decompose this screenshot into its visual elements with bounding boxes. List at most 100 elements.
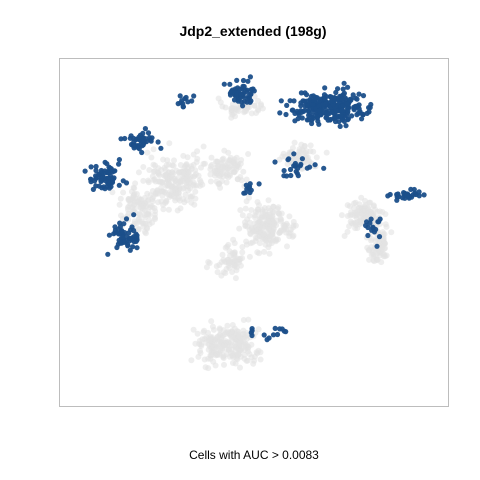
cell-point-below bbox=[255, 209, 262, 216]
cell-point-below bbox=[275, 210, 282, 217]
cell-point-below bbox=[164, 157, 171, 164]
cell-point-below bbox=[232, 275, 239, 282]
cell-point-below bbox=[252, 228, 259, 235]
cell-point-below bbox=[226, 346, 232, 353]
cell-point-above bbox=[302, 107, 308, 113]
cell-point-below bbox=[298, 141, 305, 148]
cell-point-below bbox=[284, 243, 290, 250]
cell-point-below bbox=[206, 260, 213, 266]
cell-point-below bbox=[294, 151, 301, 158]
cell-point-above bbox=[355, 110, 361, 116]
cell-point-below bbox=[255, 326, 262, 333]
cell-point-below bbox=[160, 206, 167, 213]
cell-point-below bbox=[184, 154, 191, 161]
cell-point-above bbox=[111, 231, 117, 237]
cell-point-below bbox=[194, 155, 201, 162]
cell-point-below bbox=[249, 239, 256, 246]
cell-point-above bbox=[340, 86, 346, 92]
cell-point-below bbox=[261, 248, 268, 255]
cell-point-above bbox=[247, 181, 253, 187]
cell-point-below bbox=[148, 154, 155, 161]
cell-point-below bbox=[381, 251, 388, 258]
cell-point-below bbox=[246, 253, 253, 260]
cell-point-below bbox=[242, 205, 249, 212]
cell-point-above bbox=[345, 84, 351, 90]
cell-point-above bbox=[102, 168, 108, 174]
cell-point-below bbox=[251, 214, 258, 221]
cell-point-below bbox=[344, 228, 351, 235]
cell-point-above bbox=[92, 178, 98, 184]
cell-point-below bbox=[182, 191, 189, 198]
cell-point-above bbox=[143, 136, 149, 142]
cell-point-above bbox=[247, 74, 253, 80]
cell-point-above bbox=[299, 156, 305, 162]
cell-point-above bbox=[343, 123, 349, 129]
cell-point-below bbox=[256, 223, 263, 230]
cell-point-above bbox=[234, 77, 240, 83]
cell-point-below bbox=[214, 162, 221, 169]
cell-point-below bbox=[214, 351, 221, 358]
cell-point-below bbox=[226, 260, 233, 267]
cell-point-above bbox=[349, 113, 355, 119]
cell-point-below bbox=[127, 197, 133, 204]
cell-point-below bbox=[230, 251, 237, 257]
cell-point-below bbox=[275, 236, 281, 243]
cell-point-below bbox=[130, 207, 137, 214]
cell-point-below bbox=[183, 177, 190, 184]
cell-point-below bbox=[313, 154, 320, 161]
cell-point-below bbox=[228, 106, 235, 113]
cell-point-above bbox=[116, 182, 122, 188]
cell-point-above bbox=[304, 165, 310, 171]
cell-point-below bbox=[175, 174, 182, 181]
cell-point-below bbox=[188, 357, 195, 364]
cell-point-below bbox=[151, 168, 158, 174]
cell-point-below bbox=[207, 178, 214, 185]
cell-point-above bbox=[329, 98, 335, 104]
cell-point-above bbox=[121, 221, 127, 227]
cell-point-below bbox=[358, 194, 365, 201]
cell-point-below bbox=[196, 341, 203, 347]
cell-point-above bbox=[321, 165, 327, 171]
cell-point-above bbox=[112, 224, 118, 230]
cell-point-below bbox=[239, 212, 246, 219]
cell-point-below bbox=[141, 194, 148, 201]
cell-point-below bbox=[149, 188, 156, 194]
cell-point-below bbox=[232, 346, 239, 353]
cell-point-above bbox=[340, 103, 346, 109]
cell-point-above bbox=[322, 85, 328, 91]
chart-title: Jdp2_extended (198g) bbox=[179, 23, 326, 39]
cell-point-below bbox=[170, 170, 177, 177]
cell-point-above bbox=[365, 232, 371, 239]
cell-point-below bbox=[202, 364, 209, 371]
cell-point-below bbox=[156, 178, 163, 185]
cell-point-above bbox=[339, 117, 345, 123]
cell-point-below bbox=[258, 102, 264, 109]
cell-point-below bbox=[222, 270, 229, 277]
cell-point-above bbox=[396, 194, 402, 200]
cell-point-below bbox=[266, 250, 273, 257]
cell-point-below bbox=[190, 151, 197, 158]
cell-point-below bbox=[346, 203, 353, 210]
cell-point-below bbox=[200, 329, 207, 336]
cell-point-above bbox=[337, 123, 343, 129]
cell-point-below bbox=[212, 362, 219, 369]
cell-point-below bbox=[383, 223, 390, 230]
cell-point-below bbox=[184, 172, 191, 179]
cell-point-above bbox=[117, 220, 123, 226]
cell-point-above bbox=[270, 332, 277, 338]
cell-point-above bbox=[120, 178, 126, 184]
cell-point-below bbox=[243, 241, 250, 248]
cell-point-above bbox=[131, 212, 137, 218]
cell-point-above bbox=[295, 173, 301, 179]
cell-point-above bbox=[231, 97, 238, 103]
cell-point-below bbox=[214, 333, 221, 340]
cell-point-above bbox=[322, 96, 328, 102]
cell-point-below bbox=[228, 114, 235, 121]
cell-point-above bbox=[240, 103, 246, 109]
cell-point-above bbox=[145, 130, 152, 136]
cell-point-below bbox=[146, 167, 153, 173]
cell-point-below bbox=[270, 203, 277, 210]
cell-point-below bbox=[194, 330, 201, 337]
